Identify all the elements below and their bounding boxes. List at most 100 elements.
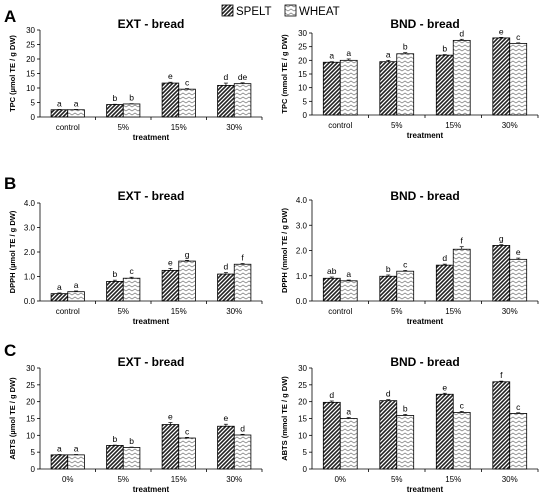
x-tick-label: 30% bbox=[502, 307, 518, 316]
significance-letter: ab bbox=[327, 266, 337, 276]
significance-letter: c bbox=[185, 78, 190, 88]
x-tick-label: 30% bbox=[226, 475, 242, 484]
y-axis-label: ABTS (mmol TE / g DW) bbox=[280, 376, 289, 461]
x-tick-label: 15% bbox=[171, 123, 187, 132]
bar-wheat-2 bbox=[396, 270, 415, 302]
y-tick-label: 0 bbox=[31, 465, 36, 474]
bar-wheat-4 bbox=[509, 413, 528, 470]
y-tick-label: 0.0 bbox=[24, 297, 36, 306]
x-tick-label: 0% bbox=[62, 475, 74, 484]
chart-title: BND - bread bbox=[390, 17, 459, 31]
bar-wheat-4 bbox=[233, 83, 252, 118]
significance-letter: d bbox=[386, 389, 391, 399]
bar-spelt-4 bbox=[492, 37, 511, 116]
y-tick-label: 5 bbox=[303, 97, 308, 106]
bar-spelt-1 bbox=[322, 277, 341, 302]
legend-label-spelt: SPELT bbox=[236, 6, 272, 18]
bar-spelt-3 bbox=[435, 393, 454, 470]
bar-wheat-1 bbox=[67, 291, 85, 302]
bar-wheat-3 bbox=[452, 39, 471, 116]
bar-wheat-2 bbox=[122, 103, 141, 118]
y-tick-label: 25 bbox=[26, 41, 35, 50]
y-tick-label: 5 bbox=[31, 99, 36, 108]
x-tick-label: 15% bbox=[445, 121, 461, 130]
significance-letter: b bbox=[113, 269, 118, 279]
x-tick-label: 30% bbox=[226, 123, 242, 132]
significance-letter: c bbox=[403, 259, 408, 269]
bar-spelt-4 bbox=[492, 245, 511, 302]
x-tick-label: control bbox=[328, 121, 352, 130]
y-tick-label: 30 bbox=[298, 364, 307, 373]
y-tick-label: 20 bbox=[298, 56, 307, 65]
significance-letter: e bbox=[168, 71, 173, 81]
bar-spelt-3 bbox=[435, 264, 454, 302]
significance-letter: b bbox=[403, 403, 408, 413]
significance-letter: b bbox=[386, 264, 391, 274]
x-axis-label: treatment bbox=[407, 485, 444, 494]
chart-panel-1: A EXT - bread 0 5 10 15 20 25 30 control 5% 15% 30% t… bbox=[4, 7, 263, 142]
x-tick-label: 15% bbox=[445, 475, 461, 484]
bar-wheat-2 bbox=[396, 53, 415, 116]
bar-wheat-4 bbox=[509, 42, 528, 116]
y-tick-label: 1.0 bbox=[296, 272, 308, 281]
bar-spelt-1 bbox=[50, 293, 69, 302]
panel-letter: C bbox=[4, 341, 16, 360]
significance-letter: c bbox=[516, 32, 521, 42]
y-axis-label: TPC (µmol TE / g DW) bbox=[8, 35, 17, 112]
x-tick-label: control bbox=[56, 307, 80, 316]
significance-letter: e bbox=[168, 257, 173, 267]
y-tick-label: 3.0 bbox=[296, 221, 308, 230]
bar-spelt-3 bbox=[161, 269, 180, 302]
bar-wheat-2 bbox=[122, 277, 141, 302]
y-axis-label: DPPH (µmol TE / g DW) bbox=[8, 210, 17, 293]
bar-wheat-4 bbox=[233, 434, 252, 470]
chart-panel-4: BND - bread 0.0 1.0 2.0 3.0 4.0 control 5% 15% 30… bbox=[280, 189, 539, 326]
significance-letter: a bbox=[57, 98, 62, 108]
significance-letter: b bbox=[113, 93, 118, 103]
significance-letter: c bbox=[516, 402, 521, 412]
x-tick-label: 15% bbox=[171, 475, 187, 484]
y-tick-label: 4.0 bbox=[296, 196, 308, 205]
bar-wheat-2 bbox=[396, 415, 415, 470]
significance-letter: f bbox=[500, 370, 503, 380]
x-tick-label: control bbox=[328, 307, 352, 316]
y-tick-label: 10 bbox=[298, 84, 307, 93]
bar-wheat-4 bbox=[509, 258, 528, 302]
significance-letter: b bbox=[403, 42, 408, 52]
bar-spelt-2 bbox=[379, 400, 398, 470]
y-tick-label: 10 bbox=[298, 431, 307, 440]
bar-spelt-2 bbox=[106, 445, 124, 470]
bar-spelt-3 bbox=[435, 54, 454, 116]
significance-letter: f bbox=[241, 253, 244, 263]
y-tick-label: 15 bbox=[298, 415, 307, 424]
y-tick-label: 25 bbox=[298, 43, 307, 52]
bar-wheat-1 bbox=[339, 59, 358, 116]
legend-swatch-spelt bbox=[221, 4, 234, 17]
bar-spelt-4 bbox=[217, 84, 235, 118]
significance-letter: e bbox=[499, 26, 504, 36]
bar-spelt-2 bbox=[379, 275, 398, 302]
bar-wheat-3 bbox=[452, 248, 471, 302]
chart-panel-5: C EXT - bread 0 5 10 15 20 25 30 0% 5% 15% 30% treatm… bbox=[4, 341, 263, 494]
significance-letter: d bbox=[224, 72, 229, 82]
x-tick-label: 5% bbox=[391, 307, 403, 316]
legend: SPELT WHEAT bbox=[221, 4, 340, 18]
significance-letter: c bbox=[460, 400, 465, 410]
significance-letter: b bbox=[129, 93, 134, 103]
x-tick-label: 5% bbox=[117, 475, 129, 484]
significance-letter: de bbox=[238, 72, 248, 82]
significance-letter: f bbox=[461, 236, 464, 246]
chart-panel-3: B EXT - bread 0.0 1.0 2.0 3.0 4.0 control 5% 15% 3… bbox=[4, 174, 263, 326]
y-tick-label: 30 bbox=[26, 26, 35, 35]
significance-letter: a bbox=[386, 49, 391, 59]
significance-letter: d bbox=[459, 28, 464, 38]
y-tick-label: 3.0 bbox=[24, 224, 36, 233]
y-tick-label: 5 bbox=[31, 448, 36, 457]
significance-letter: a bbox=[57, 444, 62, 454]
significance-letter: e bbox=[516, 247, 521, 257]
bar-wheat-1 bbox=[339, 280, 358, 302]
significance-letter: a bbox=[74, 98, 79, 108]
y-axis-label: ABTS (µmol TE / g DW) bbox=[8, 377, 17, 460]
significance-letter: e bbox=[224, 413, 229, 423]
